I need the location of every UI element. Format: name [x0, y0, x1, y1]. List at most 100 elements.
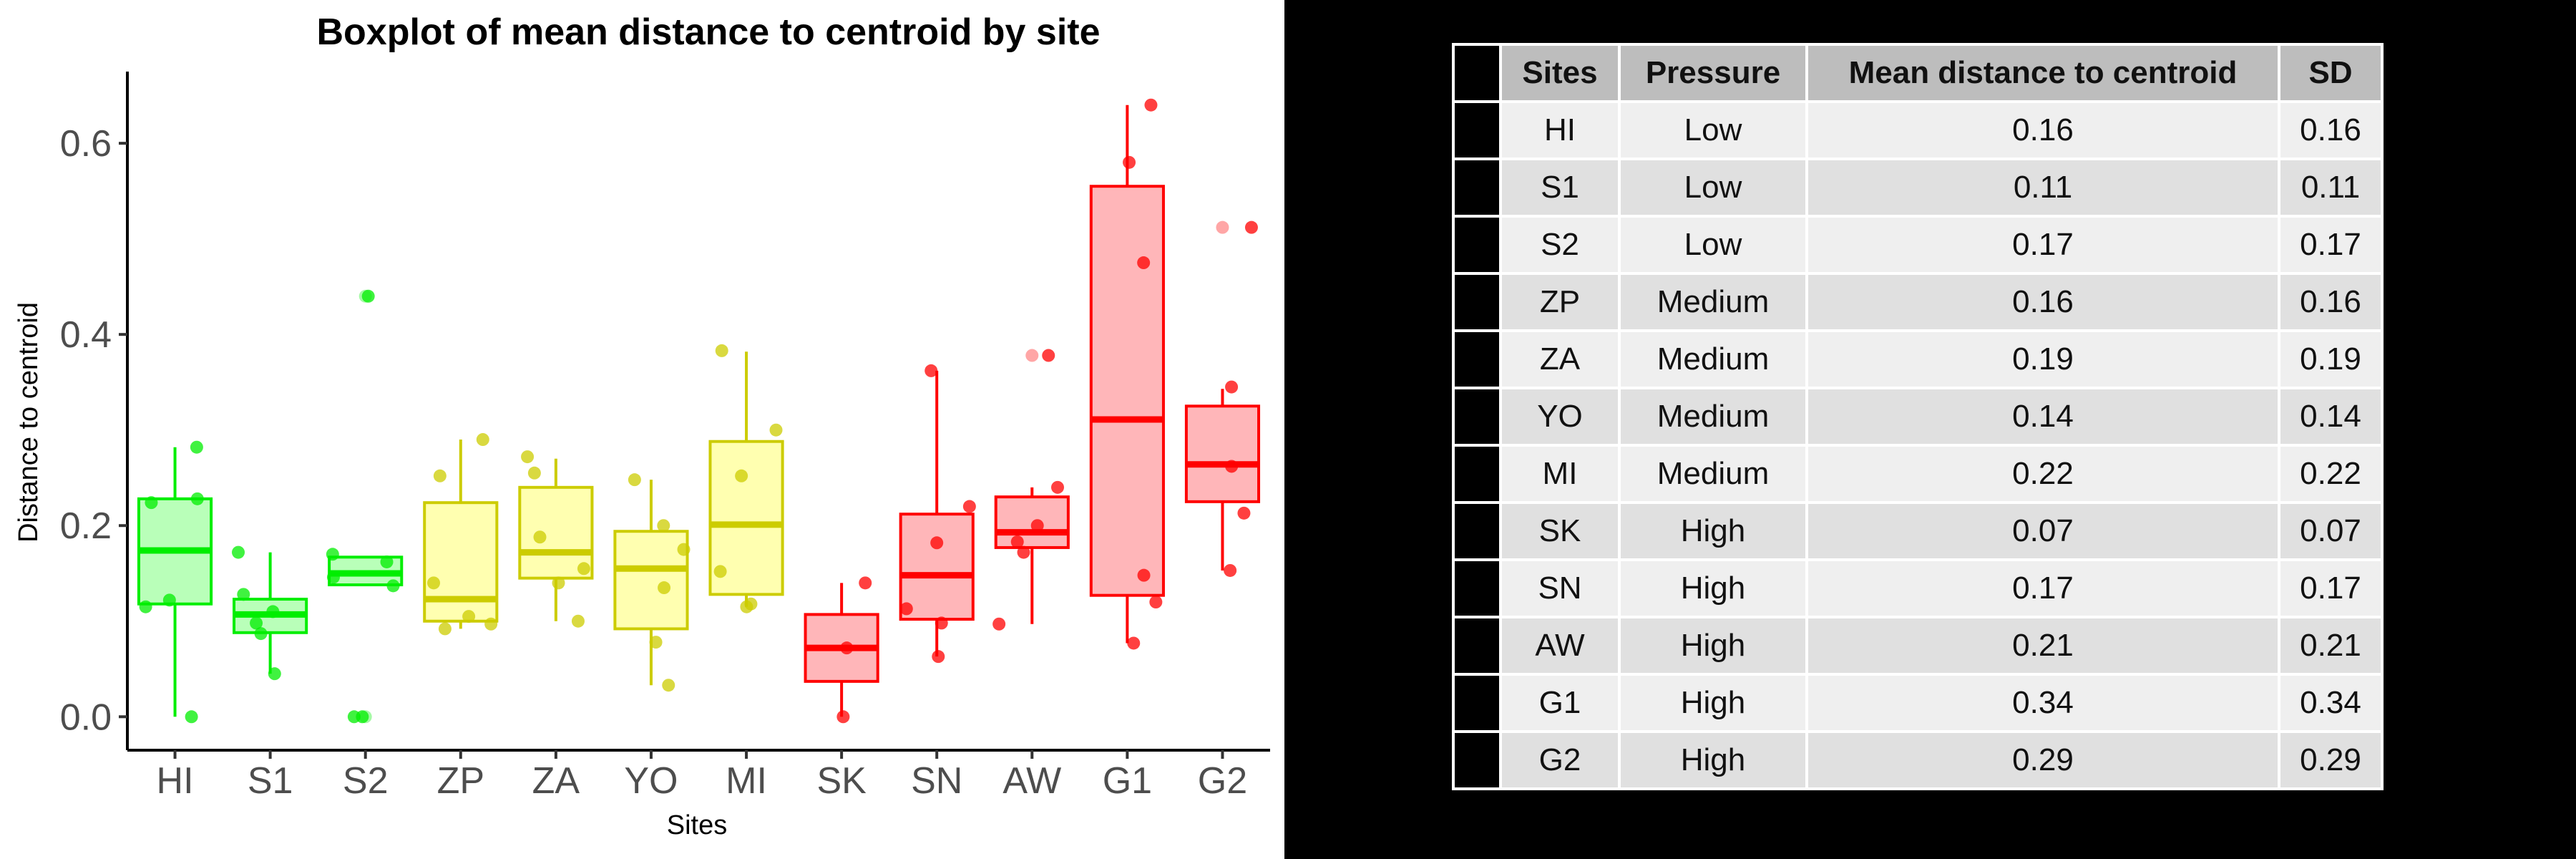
cell-mean-distance: 0.22	[1805, 444, 2280, 504]
point-S2	[326, 571, 340, 584]
table-row: ZA Medium 0.19 0.19	[1452, 329, 2384, 389]
cell-pressure: High	[1618, 501, 1808, 561]
row-header-corner	[1452, 43, 1502, 103]
point-ZP	[476, 433, 489, 447]
point-HI	[162, 593, 176, 607]
point-YO	[649, 636, 663, 649]
cell-pressure: Medium	[1618, 444, 1808, 504]
box-ZA	[518, 485, 594, 580]
summary-table-panel: Sites Pressure Mean distance to centroid…	[1284, 0, 2576, 859]
cell-site: G2	[1499, 730, 1621, 790]
cell-site: S2	[1499, 215, 1621, 275]
point-AW	[1051, 480, 1065, 494]
cell-pressure: High	[1618, 730, 1808, 790]
cell-sd: 0.14	[2278, 387, 2384, 447]
cell-mean-distance: 0.34	[1805, 673, 2280, 733]
cell-site: ZA	[1499, 329, 1621, 389]
point-HI	[145, 496, 158, 510]
point-ZA	[552, 576, 565, 590]
cell-site: AW	[1499, 616, 1621, 676]
box-ZP	[423, 501, 499, 623]
cell-pressure: High	[1618, 673, 1808, 733]
point-HI	[190, 492, 204, 505]
point-ZP	[438, 622, 452, 636]
cell-mean-distance: 0.19	[1805, 329, 2280, 389]
point-YO	[628, 473, 641, 487]
row-header-cell	[1452, 387, 1502, 447]
point-AW	[1042, 349, 1055, 362]
box-YO	[613, 530, 689, 631]
point-G2	[1225, 380, 1239, 394]
x-tick-label: G1	[1103, 760, 1152, 802]
point-HI	[139, 600, 152, 613]
row-header-cell	[1452, 616, 1502, 676]
point-G2	[1224, 563, 1237, 577]
point-YO	[657, 519, 670, 533]
point-ZA	[533, 530, 547, 544]
box-G2	[1184, 404, 1261, 503]
chart-title: Boxplot of mean distance to centroid by …	[316, 11, 1100, 53]
plot-area: 0.0 0.2 0.4 0.6 HI S1 S2 ZP ZA YO MI SK SN AW G1 G2	[60, 72, 1270, 802]
point-YO	[662, 679, 675, 692]
cell-site: YO	[1499, 387, 1621, 447]
point-MI	[769, 423, 783, 437]
cell-pressure: Medium	[1618, 329, 1808, 389]
cell-sd: 0.16	[2278, 100, 2384, 160]
header-sd: SD	[2278, 43, 2384, 103]
point-MI	[713, 565, 727, 578]
table-row: S2 Low 0.17 0.17	[1452, 215, 2384, 275]
cell-sd: 0.17	[2278, 215, 2384, 275]
cell-site: S1	[1499, 157, 1621, 218]
table-row: HI Low 0.16 0.16	[1452, 100, 2384, 160]
point-S1	[250, 616, 263, 630]
table-row: ZP Medium 0.16 0.16	[1452, 272, 2384, 332]
x-tick-label: G2	[1198, 760, 1247, 802]
table-row: G2 High 0.29 0.29	[1452, 730, 2384, 790]
cell-mean-distance: 0.16	[1805, 272, 2280, 332]
point-SN	[930, 536, 944, 550]
y-tick-label: 0.6	[60, 123, 112, 165]
x-tick-label: ZA	[532, 760, 580, 802]
row-header-cell	[1452, 272, 1502, 332]
point-SN	[935, 616, 948, 630]
table-row: SK High 0.07 0.07	[1452, 501, 2384, 561]
x-tick-label: YO	[624, 760, 678, 802]
summary-table: Sites Pressure Mean distance to centroid…	[1452, 43, 2384, 790]
point-ZA	[571, 614, 585, 628]
x-tick-label: MI	[726, 760, 767, 802]
point-G1	[1123, 155, 1136, 169]
point-AW	[1010, 535, 1024, 548]
cell-pressure: Medium	[1618, 272, 1808, 332]
cell-site: ZP	[1499, 272, 1621, 332]
cell-sd: 0.11	[2278, 157, 2384, 218]
x-tick-label: AW	[1002, 760, 1061, 802]
point-SN	[924, 364, 938, 377]
point-ZA	[527, 466, 541, 480]
y-tick-label: 0.4	[60, 314, 112, 356]
row-header-cell	[1452, 157, 1502, 218]
point-MI	[715, 344, 728, 357]
cell-site: MI	[1499, 444, 1621, 504]
point-G1	[1127, 636, 1141, 650]
table-row: G1 High 0.34 0.34	[1452, 673, 2384, 733]
table-row: AW High 0.21 0.21	[1452, 616, 2384, 676]
point-S1	[266, 605, 280, 618]
cell-pressure: Low	[1618, 215, 1808, 275]
point-G2	[1244, 220, 1258, 234]
point-S2	[361, 289, 375, 303]
point-S1	[254, 627, 268, 641]
cell-mean-distance: 0.16	[1805, 100, 2280, 160]
x-tick-label: SN	[911, 760, 962, 802]
header-sites: Sites	[1499, 43, 1621, 103]
table-row: SN High 0.17 0.17	[1452, 558, 2384, 618]
point-S2	[386, 579, 400, 593]
cell-site: G1	[1499, 673, 1621, 733]
row-header-cell	[1452, 558, 1502, 618]
point-AW	[1030, 519, 1044, 533]
outlier-AW	[1025, 349, 1039, 362]
point-ZP	[462, 610, 476, 623]
point-G1	[1149, 596, 1163, 609]
point-ZP	[433, 469, 447, 482]
point-YO	[658, 581, 671, 595]
point-AW	[992, 617, 1006, 631]
